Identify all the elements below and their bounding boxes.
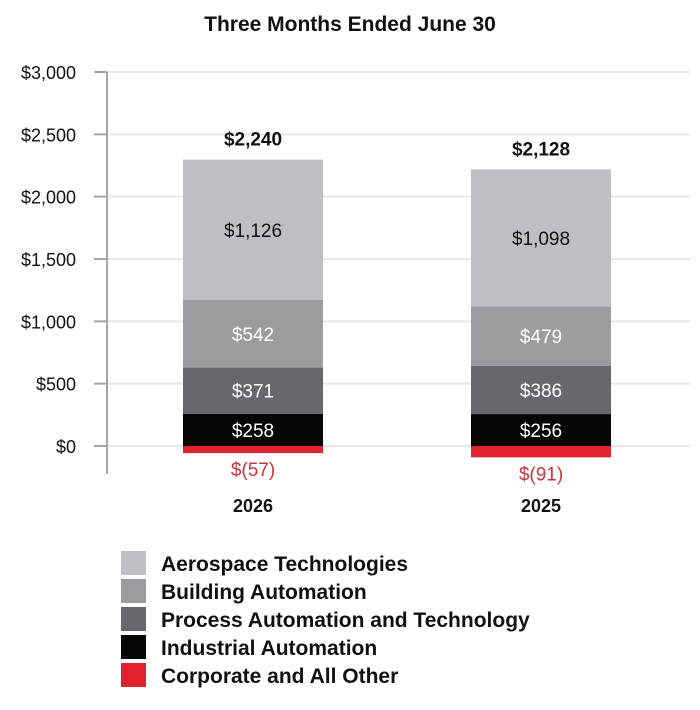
legend-swatch-aerospace-technologies [121, 551, 146, 575]
total-label-2026: $2,240 [224, 130, 282, 151]
segment-label-2026-building-automation: $542 [232, 325, 274, 346]
segment-label-2026-corporate-and-all-other: $(57) [231, 460, 275, 481]
legend-item-process-automation-and-technology: Process Automation and Technology [121, 607, 530, 632]
legend-label-industrial-automation: Industrial Automation [161, 637, 377, 660]
bar-2025-corporate-and-all-other [471, 446, 611, 458]
y-tick-label: $1,000 [21, 312, 76, 332]
bar-2025-process-automation-and-technology [471, 365, 611, 415]
segment-label-2025-industrial-automation: $256 [520, 421, 562, 442]
legend-swatch-process-automation-and-technology [121, 607, 146, 631]
segment-label-2026-aerospace-technologies: $1,126 [224, 221, 282, 242]
segment-label-2025-aerospace-technologies: $1,098 [512, 229, 570, 250]
legend-item-industrial-automation: Industrial Automation [121, 635, 377, 660]
axis-layer: $0 $500 $1,000 $1,500 $2,000 $2,500 $3,000 2026… [21, 63, 561, 516]
bar-2026-corporate-and-all-other [183, 446, 323, 454]
segment-label-2025-corporate-and-all-other: $(91) [519, 464, 563, 485]
segment-label-2025-building-automation: $479 [520, 327, 562, 348]
chart-title: Three Months Ended June 30 [204, 13, 496, 36]
y-tick-label: $3,000 [21, 63, 76, 83]
y-tick-label: $500 [36, 375, 76, 395]
legend-item-building-automation: Building Automation [121, 579, 367, 604]
bar-2026-building-automation [183, 300, 323, 368]
y-tick-label: $2,000 [21, 188, 76, 208]
legend: Aerospace Technologies Building Automatio… [121, 551, 530, 688]
legend-swatch-building-automation [121, 579, 146, 603]
bar-2025-building-automation [471, 306, 611, 366]
bar-layer [183, 159, 611, 458]
segment-label-2026-industrial-automation: $258 [232, 421, 274, 442]
legend-swatch-industrial-automation [121, 635, 146, 659]
bar-2025-aerospace-technologies [471, 169, 611, 307]
legend-label-corporate-and-all-other: Corporate and All Other [161, 665, 398, 688]
bar-2026-industrial-automation [183, 413, 323, 446]
segment-label-2025-process-automation-and-technology: $386 [520, 381, 562, 402]
legend-item-corporate-and-all-other: Corporate and All Other [121, 663, 398, 688]
legend-swatch-corporate-and-all-other [121, 663, 146, 687]
x-tick-label-2025: 2025 [521, 496, 561, 516]
legend-item-aerospace-technologies: Aerospace Technologies [121, 551, 408, 576]
segment-label-2026-process-automation-and-technology: $371 [232, 382, 274, 403]
bar-2026-process-automation-and-technology [183, 367, 323, 414]
bar-2026-aerospace-technologies [183, 159, 323, 301]
legend-label-building-automation: Building Automation [161, 581, 367, 604]
legend-label-aerospace-technologies: Aerospace Technologies [161, 553, 408, 576]
total-label-2025: $2,128 [512, 139, 570, 160]
y-tick-label: $1,500 [21, 250, 76, 270]
legend-label-process-automation-and-technology: Process Automation and Technology [161, 609, 530, 632]
y-tick-label: $2,500 [21, 125, 76, 145]
bar-2025-industrial-automation [471, 414, 611, 446]
y-tick-label: $0 [56, 437, 76, 457]
label-layer: $(57) $258 $371 $542 $1,126 $2,240 $(91) $256 $3… [224, 130, 570, 486]
x-tick-label-2026: 2026 [233, 496, 273, 516]
